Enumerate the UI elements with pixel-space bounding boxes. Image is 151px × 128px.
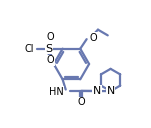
Text: HN: HN — [49, 87, 63, 97]
Text: S: S — [45, 44, 53, 54]
Text: Cl: Cl — [24, 44, 34, 54]
Text: N: N — [93, 86, 101, 96]
Text: O: O — [47, 32, 54, 42]
Text: O: O — [89, 33, 97, 42]
Text: O: O — [77, 97, 85, 107]
Text: O: O — [47, 55, 54, 65]
Text: N: N — [106, 86, 115, 96]
